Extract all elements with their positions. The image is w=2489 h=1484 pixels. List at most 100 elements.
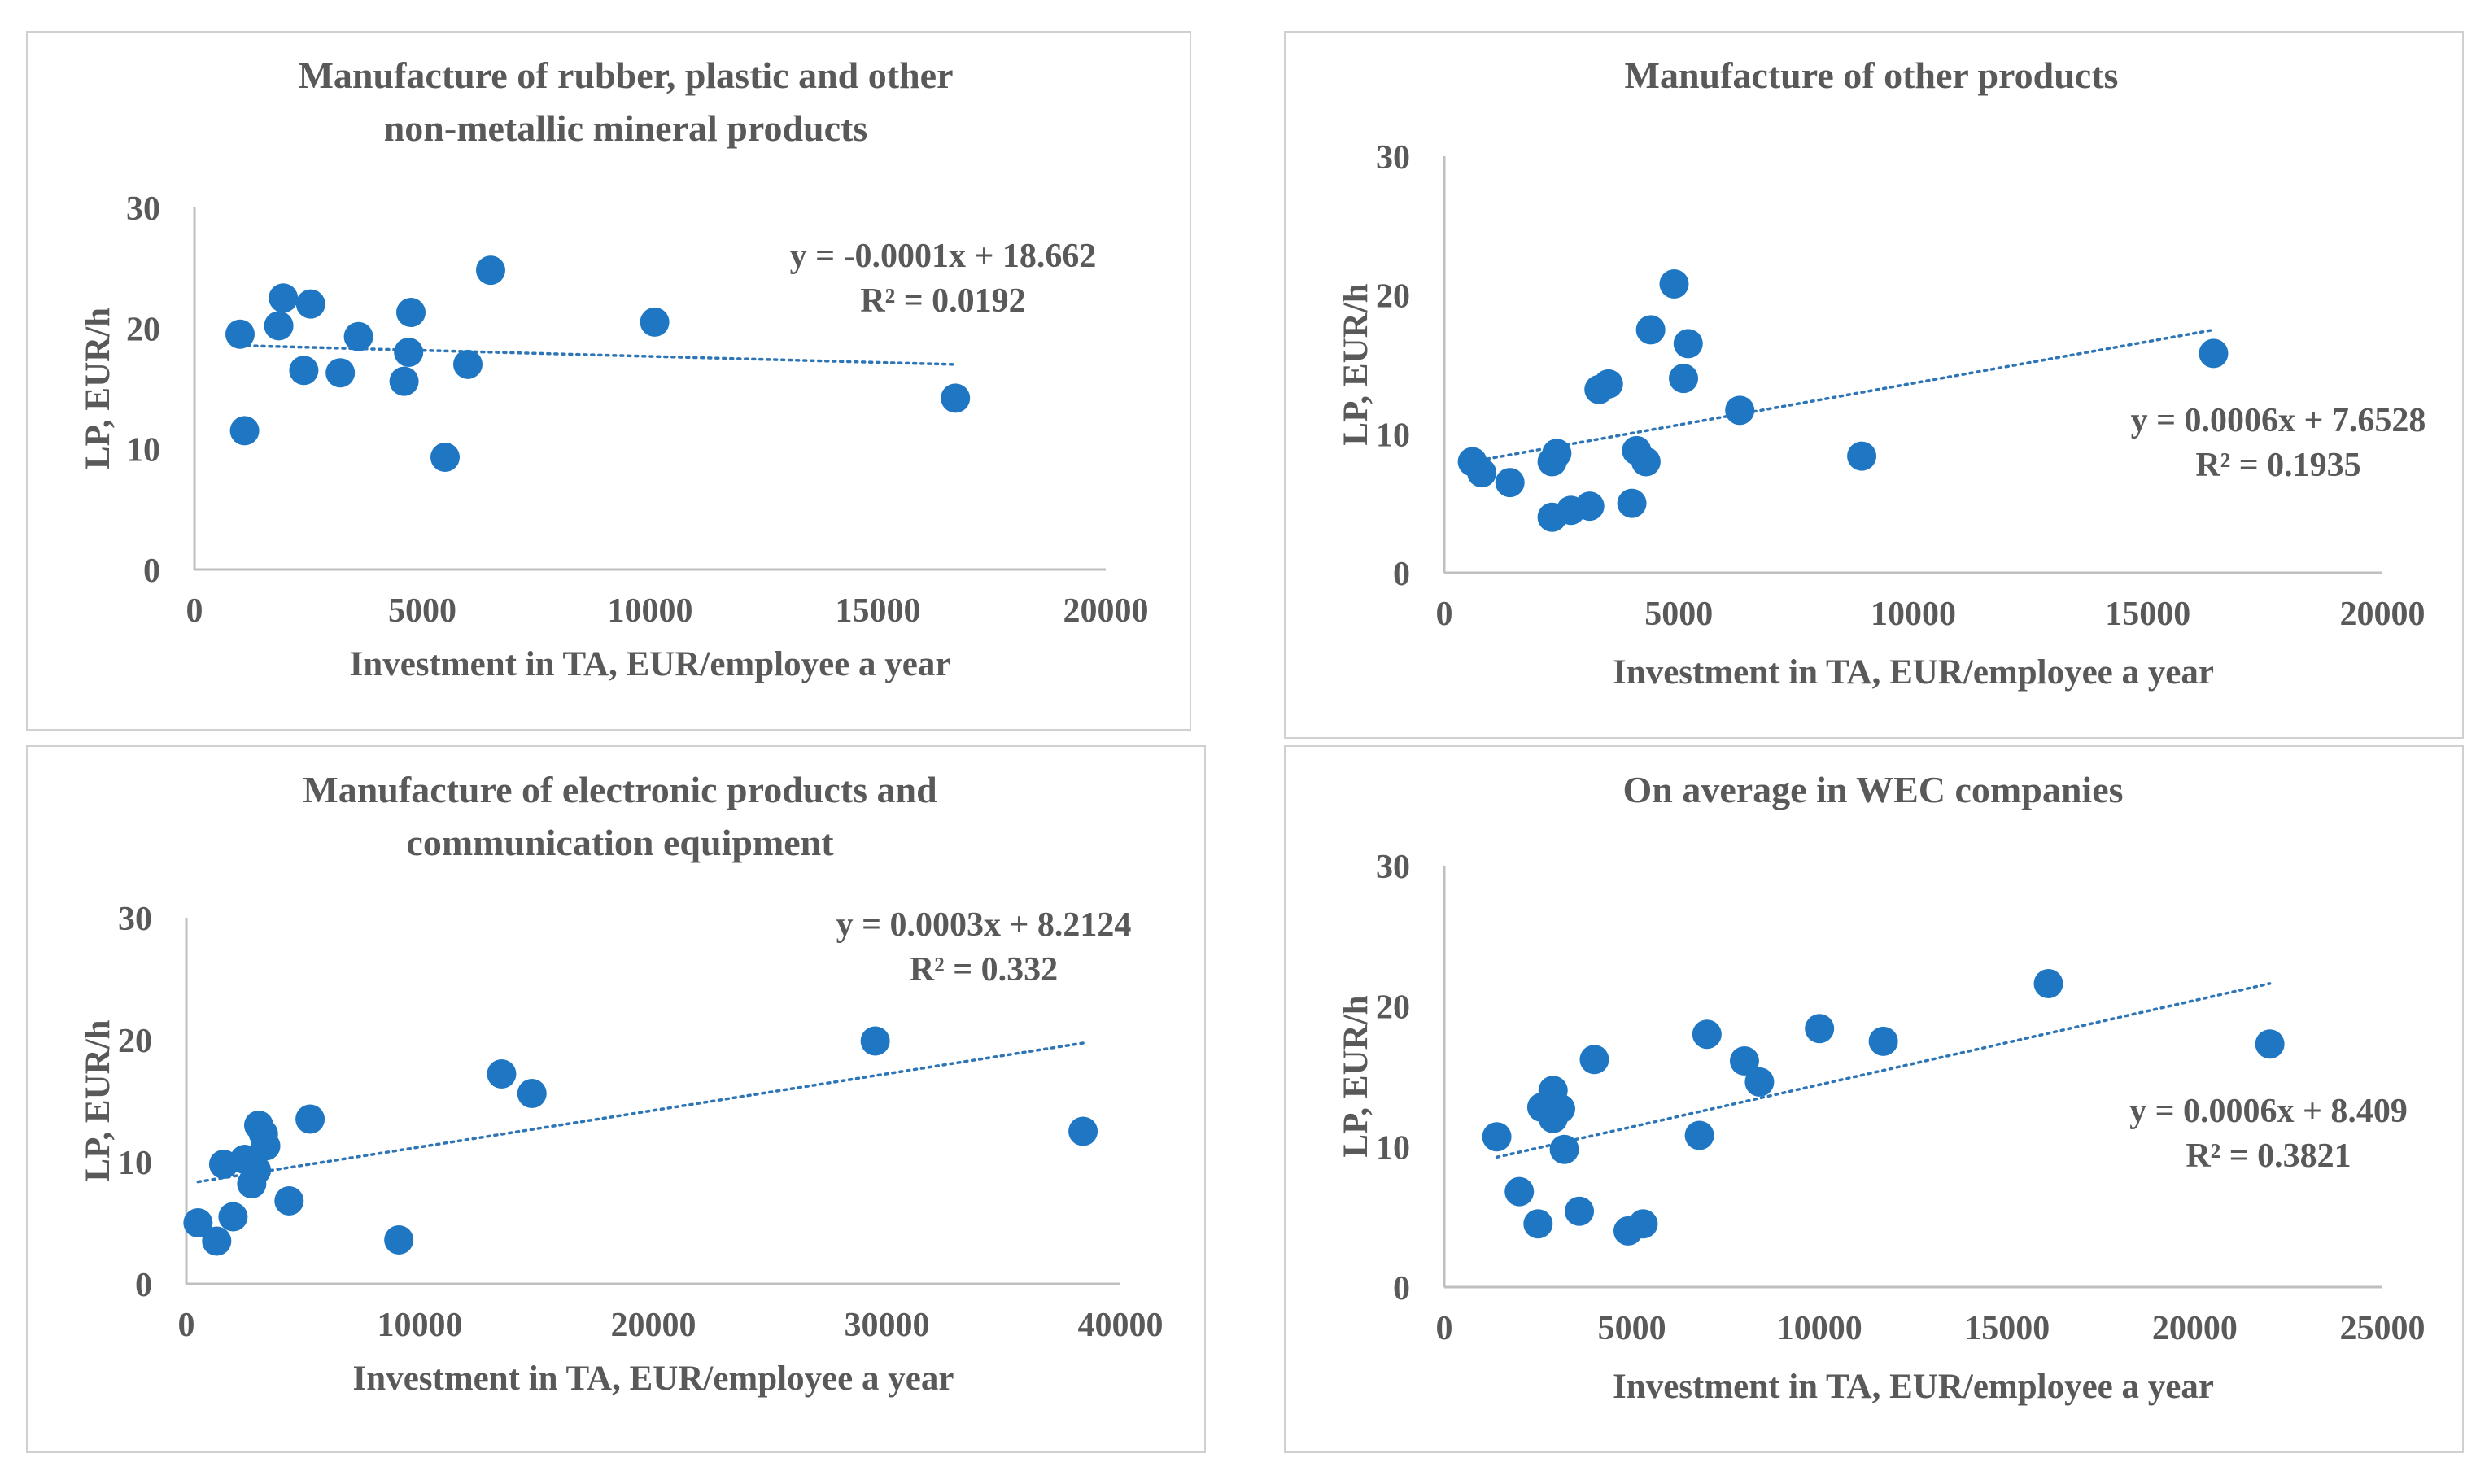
y-tick-label: 20 xyxy=(118,1023,152,1060)
scatter-point xyxy=(1482,1122,1512,1152)
y-tick-label: 30 xyxy=(1376,139,1410,177)
chart-title-line: Manufacture of electronic products and xyxy=(303,769,937,810)
trendline xyxy=(196,1041,1085,1184)
scatter-point xyxy=(264,311,294,341)
y-tick-label: 30 xyxy=(118,901,152,938)
y-tick-label: 20 xyxy=(1376,989,1410,1027)
y-tick-label: 20 xyxy=(1376,278,1410,316)
scatter-chart-wec-average: On average in WEC companies 0 10 20 30 0 5000 1… xyxy=(1337,769,2426,1406)
y-axis-label: LP, EUR/h xyxy=(79,308,117,469)
y-axis-label: LP, EUR/h xyxy=(1337,995,1375,1157)
x-tick-label: 0 xyxy=(186,592,203,630)
scatter-point xyxy=(274,1186,304,1216)
scatter-point xyxy=(2199,338,2229,369)
scatter-point xyxy=(1684,1120,1714,1150)
x-tick-label: 25000 xyxy=(2340,1310,2426,1347)
x-tick-label: 20000 xyxy=(2340,596,2426,633)
chart-title-line: Manufacture of other products xyxy=(1625,55,2119,96)
y-tick-label: 0 xyxy=(143,552,160,590)
x-tick-label: 20000 xyxy=(611,1307,696,1344)
scatter-point xyxy=(1579,1045,1609,1075)
y-tick-label: 10 xyxy=(1376,417,1410,454)
scatter-point xyxy=(202,1226,232,1256)
scatter-point xyxy=(295,1104,325,1134)
y-tick-label: 30 xyxy=(126,190,160,228)
scatter-point xyxy=(453,349,483,379)
scatter-point xyxy=(394,338,424,367)
y-tick-label: 10 xyxy=(1376,1129,1410,1167)
x-tick-label: 15000 xyxy=(836,592,921,630)
y-tick-label: 0 xyxy=(1393,556,1410,593)
x-tick-label: 20000 xyxy=(1063,592,1149,630)
x-tick-label: 5000 xyxy=(1644,596,1713,633)
scatter-point xyxy=(476,255,505,286)
x-axis-label: Investment in TA, EUR/employee a year xyxy=(353,1360,954,1398)
scatter-point xyxy=(1805,1014,1835,1044)
scatter-point xyxy=(1725,395,1755,426)
x-tick-label: 20000 xyxy=(2152,1310,2238,1347)
scatter-point xyxy=(1744,1067,1775,1097)
scatter-point xyxy=(860,1026,890,1056)
trendline-equation: y = -0.0001x + 18.662 xyxy=(790,238,1097,275)
y-tick-label: 10 xyxy=(126,432,160,469)
trendline-r-squared: R² = 0.0192 xyxy=(860,282,1025,320)
scatter-point xyxy=(1565,1196,1595,1226)
scatter-point xyxy=(1495,468,1525,498)
scatter-point xyxy=(487,1059,517,1089)
scatter-point xyxy=(1504,1176,1535,1207)
x-tick-label: 0 xyxy=(1436,596,1453,633)
scatter-point xyxy=(1545,1093,1575,1124)
scatter-point xyxy=(1593,369,1623,399)
x-tick-label: 5000 xyxy=(388,592,456,630)
y-tick-label: 0 xyxy=(135,1267,152,1304)
x-axis-label: Investment in TA, EUR/employee a year xyxy=(350,645,951,683)
x-tick-label: 5000 xyxy=(1598,1310,1666,1347)
scatter-point xyxy=(430,443,460,473)
y-axis-label: LP, EUR/h xyxy=(1337,283,1375,445)
x-tick-label: 10000 xyxy=(1871,596,1956,633)
trendline-equation: y = 0.0006x + 8.409 xyxy=(2129,1093,2408,1130)
scatter-point xyxy=(1847,441,1877,471)
scatter-point xyxy=(1868,1026,1898,1056)
scatter-point xyxy=(1467,458,1497,488)
y-tick-label: 10 xyxy=(118,1145,152,1182)
scatter-point xyxy=(1669,364,1699,394)
scatter-point xyxy=(1574,491,1605,522)
chart-panel-electronic-products: Manufacture of electronic products and co… xyxy=(26,745,1206,1453)
scatter-point xyxy=(1635,315,1666,345)
scatter-point xyxy=(1729,1046,1759,1076)
scatter-point xyxy=(1692,1019,1722,1050)
trendline-r-squared: R² = 0.332 xyxy=(910,951,1058,989)
scatter-point xyxy=(517,1079,547,1108)
trendline-equation: y = 0.0006x + 7.6528 xyxy=(2131,402,2426,439)
scatter-point xyxy=(218,1202,248,1232)
scatter-chart-other-products: Manufacture of other products 0 10 20 30 0 500… xyxy=(1337,55,2426,692)
x-tick-label: 40000 xyxy=(1078,1307,1164,1344)
scatter-point xyxy=(2033,969,2063,999)
x-axis-label: Investment in TA, EUR/employee a year xyxy=(1613,653,2214,692)
scatter-point xyxy=(1631,447,1661,477)
scatter-point xyxy=(325,358,356,388)
x-tick-label: 10000 xyxy=(1777,1310,1862,1347)
y-tick-label: 20 xyxy=(126,311,160,348)
chart-panel-rubber-plastic: Manufacture of rubber, plastic and other… xyxy=(26,31,1191,731)
scatter-point xyxy=(1549,1134,1579,1164)
trendline xyxy=(1495,982,2272,1159)
scatter-point xyxy=(289,356,319,386)
x-tick-label: 30000 xyxy=(845,1307,930,1344)
scatter-point xyxy=(269,283,299,313)
scatter-point xyxy=(1542,439,1572,469)
scatter-point xyxy=(396,298,426,328)
scatter-point xyxy=(1523,1209,1553,1239)
trendline-r-squared: R² = 0.3821 xyxy=(2186,1137,2351,1175)
x-tick-label: 0 xyxy=(1436,1310,1453,1347)
chart-title-line: On average in WEC companies xyxy=(1622,769,2123,810)
y-tick-label: 30 xyxy=(1376,849,1410,886)
x-tick-label: 10000 xyxy=(608,592,693,630)
scatter-point xyxy=(2255,1029,2285,1059)
x-tick-label: 0 xyxy=(178,1307,195,1344)
scatter-point xyxy=(1659,269,1689,299)
scatter-point xyxy=(640,307,670,337)
scatter-point xyxy=(389,366,419,396)
chart-title-line: Manufacture of rubber, plastic and other xyxy=(299,55,954,96)
